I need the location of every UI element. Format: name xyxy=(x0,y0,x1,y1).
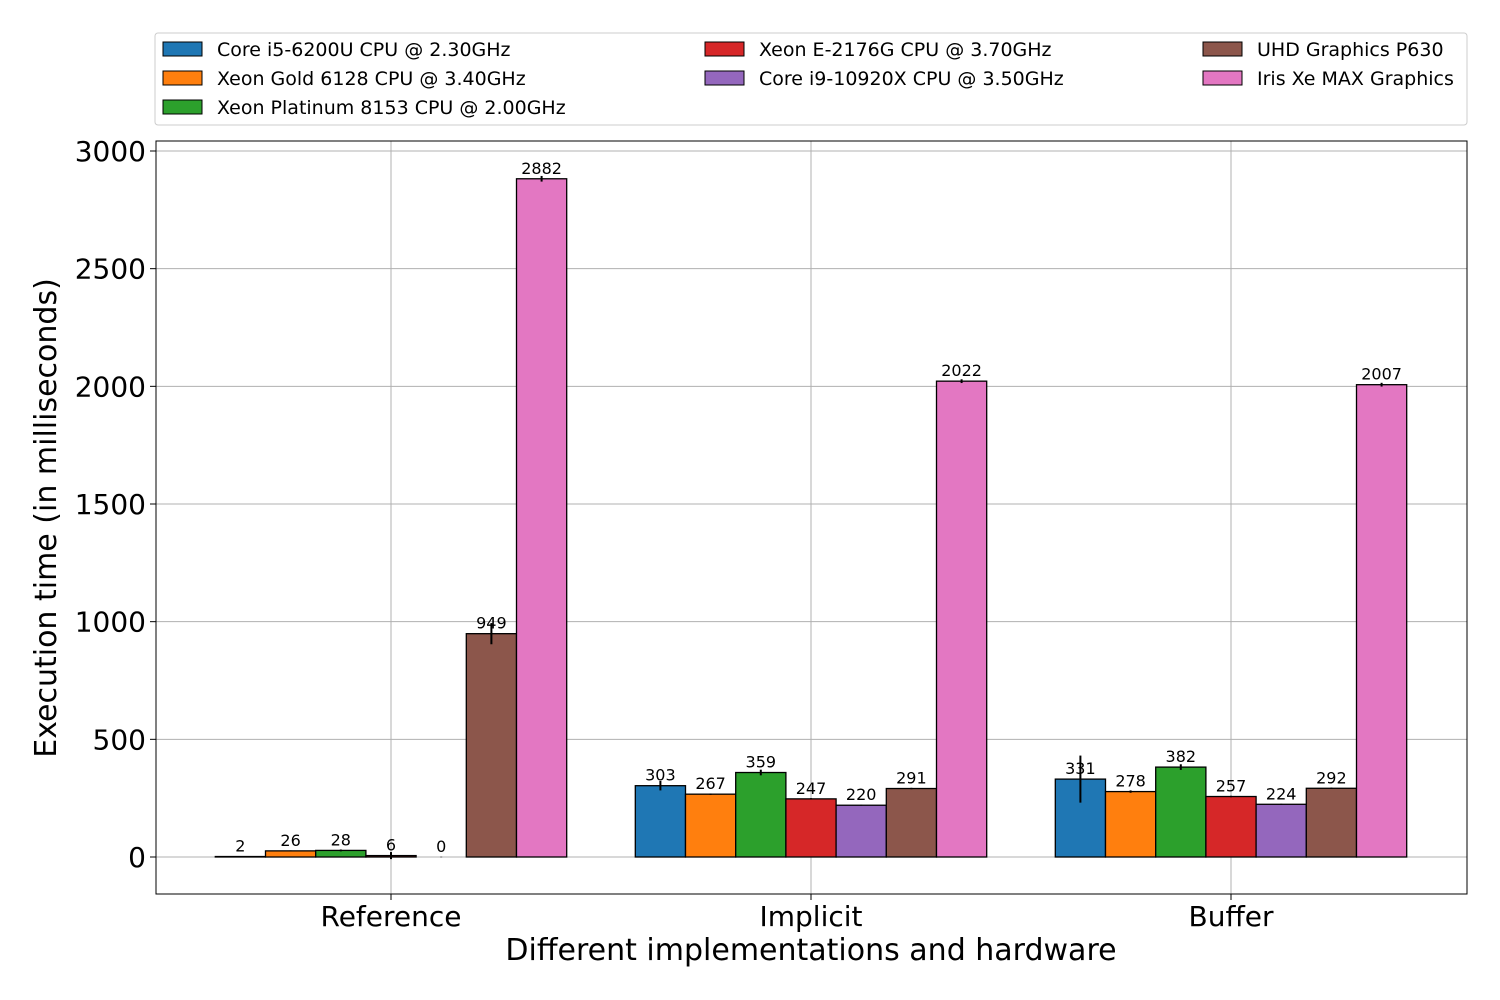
bar xyxy=(634,785,687,858)
plot-frame xyxy=(155,140,1468,895)
legend-swatch xyxy=(704,41,745,57)
legend-item: Core i9-10920X CPU @ 3.50GHz xyxy=(704,68,1064,90)
y-tick-label: 3000 xyxy=(75,135,146,168)
x-tick-label: Buffer xyxy=(1189,900,1274,933)
bar-value-label: 292 xyxy=(1316,768,1347,787)
bar-value-label: 331 xyxy=(1065,759,1096,778)
y-tick-label: 500 xyxy=(93,723,146,756)
legend-item: UHD Graphics P630 xyxy=(1202,39,1444,61)
bar-value-label: 220 xyxy=(846,785,877,804)
legend-swatch xyxy=(704,70,745,86)
bar xyxy=(465,633,518,858)
bar xyxy=(515,178,568,858)
legend-item: Xeon Gold 6128 CPU @ 3.40GHz xyxy=(162,68,526,90)
legend-label: Xeon E-2176G CPU @ 3.70GHz xyxy=(759,39,1052,61)
error-bars xyxy=(239,175,1383,860)
bar xyxy=(315,849,367,858)
bar-value-label: 2 xyxy=(235,837,245,856)
legend-label: UHD Graphics P630 xyxy=(1257,39,1444,61)
bar xyxy=(835,804,887,858)
y-tick-label: 1500 xyxy=(75,488,146,521)
bar xyxy=(1255,803,1307,858)
legend-swatch xyxy=(162,70,203,86)
y-axis-label: Execution time (in milliseconds) xyxy=(29,278,64,758)
legend-item: Iris Xe MAX Graphics xyxy=(1202,68,1454,90)
bar-value-label: 257 xyxy=(1216,777,1247,796)
legend-frame xyxy=(154,32,1468,126)
bar-value-label: 382 xyxy=(1166,747,1197,766)
x-axis-label: Different implementations and hardware xyxy=(505,933,1116,968)
bar-value-label: 224 xyxy=(1266,784,1297,803)
legend-item: Core i5-6200U CPU @ 2.30GHz xyxy=(162,39,511,61)
bar-value-label: 2882 xyxy=(521,159,562,178)
bar xyxy=(264,850,317,858)
bar-value-label: 6 xyxy=(386,836,396,855)
y-tick-label: 2000 xyxy=(75,370,146,403)
bar-value-label: 28 xyxy=(331,830,351,849)
bar xyxy=(785,798,837,858)
x-tick-label: Implicit xyxy=(759,900,862,933)
bar-value-label: 247 xyxy=(796,779,827,798)
legend: Core i5-6200U CPU @ 2.30GHz Xeon Gold 612… xyxy=(154,32,1468,126)
legend-swatch xyxy=(1202,70,1243,86)
bar xyxy=(885,787,938,858)
bar xyxy=(1205,795,1257,858)
legend-swatch xyxy=(162,99,203,115)
bar xyxy=(1155,766,1207,858)
bar-value-label: 2007 xyxy=(1361,365,1402,384)
bar-value-label: 278 xyxy=(1115,772,1146,791)
bar xyxy=(735,771,787,858)
x-tick-label: Reference xyxy=(321,900,462,933)
legend-swatch xyxy=(1202,41,1243,57)
y-tick-label: 2500 xyxy=(75,253,146,286)
bar-labels: 2 303 331 26 267 278 28 359 382 6 247 257 0 220 224 949… xyxy=(235,159,1402,856)
legend-label: Xeon Platinum 8153 CPU @ 2.00GHz xyxy=(217,97,566,119)
axes: 0 500 1000 1500 2000 2500 3000 Reference Implici… xyxy=(75,135,1468,933)
legend-swatch xyxy=(162,41,203,57)
legend-label: Xeon Gold 6128 CPU @ 3.40GHz xyxy=(217,68,526,90)
bar xyxy=(1104,790,1157,858)
bar-value-label: 267 xyxy=(695,774,726,793)
legend-label: Core i9-10920X CPU @ 3.50GHz xyxy=(759,68,1064,90)
legend-label: Core i5-6200U CPU @ 2.30GHz xyxy=(217,39,511,61)
bar-value-label: 291 xyxy=(896,769,927,788)
bar-value-label: 303 xyxy=(645,766,676,785)
bar-value-label: 949 xyxy=(476,614,507,633)
y-tick-label: 0 xyxy=(128,841,146,874)
bar-value-label: 2022 xyxy=(941,361,982,380)
bar xyxy=(1305,787,1358,858)
bar-value-label: 0 xyxy=(436,837,446,856)
bar xyxy=(684,793,737,858)
legend-label: Iris Xe MAX Graphics xyxy=(1257,68,1454,90)
bar-value-label: 359 xyxy=(746,753,777,772)
legend-item: Xeon E-2176G CPU @ 3.70GHz xyxy=(704,39,1052,61)
bar-value-label: 26 xyxy=(280,831,300,850)
bar xyxy=(935,380,988,858)
y-tick-label: 1000 xyxy=(75,606,146,639)
legend-item: Xeon Platinum 8153 CPU @ 2.00GHz xyxy=(162,97,566,119)
bar xyxy=(1355,384,1408,858)
